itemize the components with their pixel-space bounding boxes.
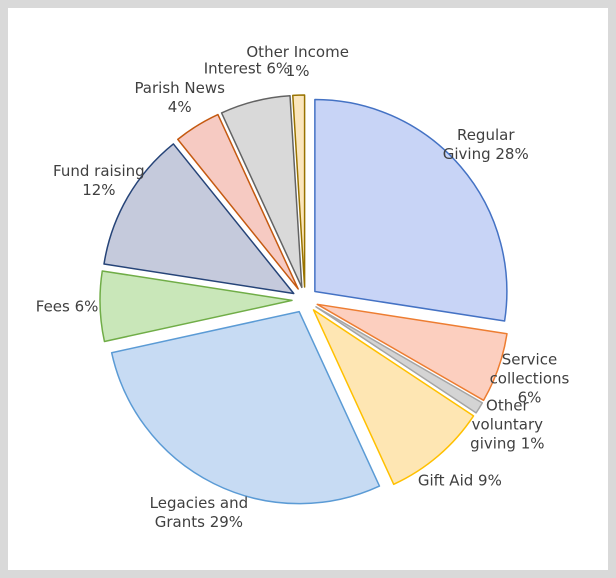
category-label: Regular Giving xyxy=(442,126,515,164)
slice-label: Service collections 6% xyxy=(475,351,583,408)
slice-label: Regular Giving 28% xyxy=(432,126,540,164)
slice-label: Interest 6% xyxy=(193,60,301,79)
value-label: 1% xyxy=(285,62,310,81)
slice-label: Other Income 1% xyxy=(244,43,352,81)
category-label: Fees xyxy=(35,297,70,316)
slice-label: Fees 6% xyxy=(13,298,121,317)
pie-slice xyxy=(314,98,508,322)
pie-slice xyxy=(220,95,303,289)
category-label: Fund raising xyxy=(53,162,145,180)
pie-slice xyxy=(99,270,293,343)
slice-label: Parish News 4% xyxy=(126,79,234,117)
pie-slice xyxy=(315,306,484,414)
category-label: Interest xyxy=(203,59,262,78)
pie-slice xyxy=(177,113,299,290)
value-label: 6% xyxy=(74,297,99,316)
value-label: 28% xyxy=(495,145,529,164)
value-label: 12% xyxy=(82,181,116,199)
value-label: 29% xyxy=(209,513,244,532)
category-label: Gift Aid xyxy=(417,471,474,490)
category-label: Legacies and Grants xyxy=(149,494,249,532)
slice-label: Fund raising 12% xyxy=(45,162,153,200)
pie-slice xyxy=(110,310,381,505)
value-label: 1% xyxy=(520,434,545,453)
value-label: 6% xyxy=(517,388,542,407)
pie-slice xyxy=(103,143,295,295)
category-label: Other Income xyxy=(246,43,349,62)
slice-label: Other voluntary giving 1% xyxy=(453,397,561,454)
value-label: 4% xyxy=(167,97,192,116)
pie-slice xyxy=(312,309,475,486)
slice-label: Legacies and Grants 29% xyxy=(145,494,253,532)
value-label: 9% xyxy=(478,471,502,490)
value-label: 6% xyxy=(266,59,291,78)
pie-slice xyxy=(292,94,306,288)
slice-label: Gift Aid 9% xyxy=(406,471,514,490)
category-label: Parish News xyxy=(134,78,225,97)
pie-slice xyxy=(316,303,508,402)
category-label: Other voluntary giving xyxy=(470,396,544,453)
category-label: Service collections xyxy=(489,350,570,388)
